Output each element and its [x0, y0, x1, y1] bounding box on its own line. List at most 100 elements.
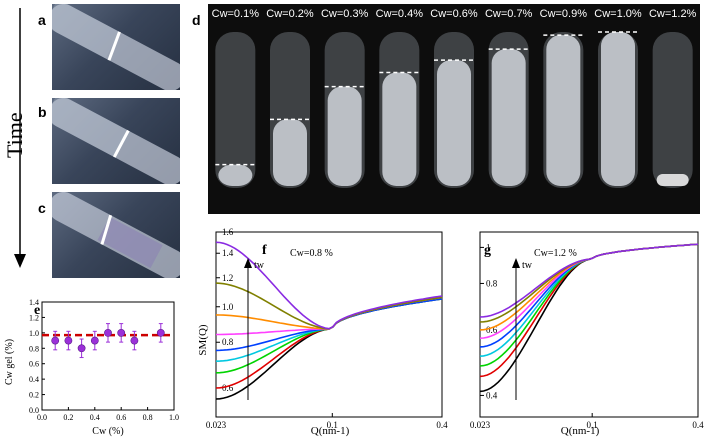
y-tick-label: 0.6 [486, 325, 498, 335]
data-point [156, 328, 165, 337]
y-tick-label: 1.6 [222, 227, 234, 237]
tube [215, 32, 256, 188]
x-tick-label: 0.1 [327, 420, 338, 430]
y-tick-label: 0.6 [29, 360, 39, 369]
tube [488, 32, 529, 188]
tube-label: Cw=1.2% [648, 8, 697, 20]
tube-label: Cw=0.4% [375, 8, 424, 20]
tube-label: Cw=1.0% [594, 8, 642, 20]
x-axis-label-g: Q(nm-1) [561, 425, 600, 437]
tube-photo-a [52, 4, 180, 90]
x-ticks-f: 0.023 0.1 0.4 [206, 413, 448, 430]
panel-label-b: b [38, 104, 47, 120]
x-axis-label-e: Cw (%) [92, 426, 123, 437]
tubes-photo-d [208, 4, 700, 214]
series-line [215, 298, 443, 374]
tube-label: Cw=0.7% [484, 8, 533, 20]
data-point [64, 336, 73, 345]
chart-e: e 0.00.20.40.60.81.01.21.4 0.0 0.2 0.4 0.6 0… [4, 298, 179, 437]
x-tick-label: 0.8 [143, 413, 153, 422]
y-tick-label: 0.8 [29, 344, 39, 353]
x-tick-label: 0.4 [90, 413, 100, 422]
annotation-f: Cw=0.8 % [290, 248, 333, 259]
y-tick-label: 1.4 [29, 298, 39, 307]
x-tick-label: 0.023 [470, 420, 491, 430]
y-tick-label: 0.4 [29, 375, 39, 384]
data-point [117, 328, 126, 337]
tube [434, 32, 474, 188]
y-tick-label: 0.2 [29, 391, 39, 400]
tw-label-f: tw [254, 260, 265, 271]
series-line [215, 296, 443, 400]
tw-arrowhead-f-icon [244, 258, 252, 268]
tube-label: Cw=0.6% [430, 8, 478, 20]
x-ticks-g: 0.023 0.1 0.4 [470, 413, 704, 430]
x-tick-label: 1.0 [169, 413, 179, 422]
data-point [130, 336, 139, 345]
panel-label-e: e [34, 303, 40, 318]
y-tick-label: 0.4 [486, 390, 498, 400]
x-tick-label: 0.1 [587, 420, 598, 430]
y-tick-label: 1.4 [222, 248, 234, 258]
tube [598, 31, 638, 188]
series-line [479, 243, 699, 331]
panel-label-c: c [38, 200, 46, 216]
y-tick-label: 0.8 [222, 337, 234, 347]
tube-label: Cw=0.3% [320, 8, 369, 20]
y-tick-label: 0.0 [29, 406, 39, 415]
y-ticks-f: 0.6 0.8 1.0 1.2 1.4 1.6 [216, 227, 234, 393]
y-axis-label-f: SM(Q) [198, 324, 209, 356]
tubes-drawing [215, 31, 693, 188]
panel-label-g: g [484, 243, 491, 258]
y-tick-label: 1 [486, 242, 491, 252]
series-line [215, 241, 443, 330]
tube [543, 32, 584, 188]
chart-g: g Cw=1.2 % 0.4 0.6 0.8 1 0.023 0.1 0.4 tw Q(n… [470, 231, 704, 437]
y-tick-label: 1.0 [222, 302, 234, 312]
y-tick-label: 1.2 [222, 273, 233, 283]
y-axis-label-e: Cw gel (%) [4, 339, 15, 385]
series-line [479, 243, 699, 339]
data-point [77, 344, 86, 353]
annotation-g: Cw=1.2 % [534, 248, 577, 259]
x-tick-label: 0.4 [692, 420, 704, 430]
tw-arrowhead-g-icon [512, 258, 520, 268]
tw-label-g: tw [522, 260, 533, 271]
tube-label-row: Cw=0.1% Cw=0.2% Cw=0.3% Cw=0.4% Cw=0.6% Cw=0.… [208, 8, 700, 28]
series-line [215, 298, 443, 389]
series-line [215, 282, 443, 330]
y-tick-label: 1.2 [29, 313, 39, 322]
series-line [479, 243, 699, 357]
tube [379, 32, 420, 188]
series-line [479, 243, 699, 378]
x-tick-label: 0.0 [37, 413, 47, 422]
x-tick-label: 0.023 [206, 420, 227, 430]
plot-frame-f [215, 231, 443, 418]
y-tick-label: 1.0 [29, 329, 39, 338]
y-tick-label: 0.6 [222, 383, 234, 393]
y-tick-label: 0.8 [486, 278, 498, 288]
tube [324, 32, 365, 188]
data-point [51, 336, 60, 345]
panel-label-a: a [38, 12, 46, 28]
tube-photo-b [52, 98, 180, 184]
x-axis-label-f: Q(nm-1) [311, 425, 350, 437]
chart-f: f Cw=0.8 % 0.60.81.01.21.41.6 0.023 0.1 0.… [198, 227, 448, 437]
series-line [479, 243, 699, 318]
x-tick-label: 0.2 [63, 413, 73, 422]
data-points-e [51, 323, 165, 359]
tube-photo-c [52, 192, 180, 278]
x-tick-label: 0.6 [116, 413, 126, 422]
y-ticks-e: 0.0 0.2 0.4 0.6 0.8 1.0 1.2 1.4 [29, 298, 45, 415]
data-point [90, 336, 99, 345]
panel-label-f: f [262, 243, 267, 258]
tube-a-drawing [52, 4, 180, 90]
panel-label-d: d [192, 12, 201, 28]
x-ticks-e: 0.0 0.2 0.4 0.6 0.8 1.0 [37, 407, 179, 422]
x-tick-label: 0.4 [436, 420, 448, 430]
time-arrow-icon [14, 8, 26, 268]
tube [652, 32, 693, 188]
series-f [215, 241, 443, 400]
series-line [479, 243, 699, 323]
tube-label: Cw=0.2% [266, 8, 314, 20]
